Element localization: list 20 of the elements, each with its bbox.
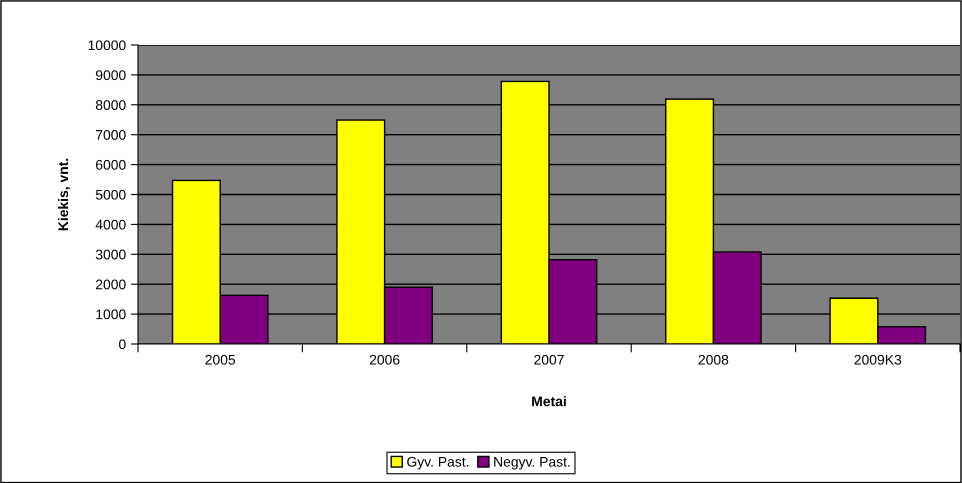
y-tick-label: 2000 [96,280,126,290]
x-tick-label: 2007 [534,354,564,365]
y-tick-label: 4000 [96,220,126,230]
x-tick-label: 2009K3 [854,354,902,365]
legend-label: Negyv. Past. [494,457,570,470]
y-tick-label: 8000 [96,100,126,110]
legend-label: Gyv. Past. [407,456,468,470]
y-tick-label: 1000 [96,309,126,320]
x-tick-label: 2006 [370,354,400,365]
y-tick-label: 6000 [96,160,126,170]
y-axis-title: Kiekis, vnt. [58,158,70,230]
y-tick-label: 0 [119,339,126,350]
y-tick-label: 10000 [88,40,126,50]
x-tick-label: 2005 [205,354,236,365]
y-tick-label: 3000 [96,250,126,260]
x-axis-title: Metai [532,396,566,406]
y-tick-label: 9000 [96,70,126,80]
x-tick-label: 2008 [698,354,728,365]
y-tick-label: 7000 [96,130,126,140]
y-tick-label: 5000 [96,190,126,200]
